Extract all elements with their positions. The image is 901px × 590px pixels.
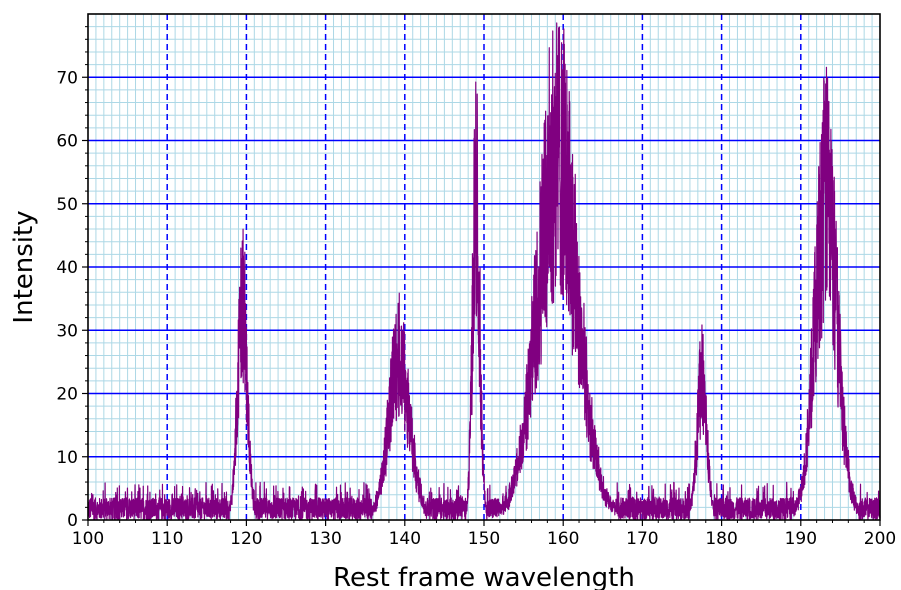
y-tick-label: 50 [56,195,78,215]
x-tick-label: 140 [389,529,421,549]
y-tick-label: 70 [56,68,78,88]
x-tick-label: 130 [309,529,341,549]
x-tick-label: 110 [151,529,183,549]
x-axis-title: Rest frame wavelength [333,563,635,590]
x-tick-label: 150 [468,529,500,549]
x-tick-label: 200 [864,529,896,549]
axis-ticks [82,26,881,526]
spectrum-series-line [87,22,881,521]
y-tick-label: 60 [56,132,78,152]
y-tick-label: 30 [56,321,78,341]
x-tick-label: 180 [705,529,737,549]
x-tick-label: 120 [230,529,262,549]
x-tick-label: 170 [626,529,658,549]
y-axis-title: Intensity [9,210,39,323]
x-axis-tick-labels: 100 110 120 130 140 150 160 170 180 190 200 [72,529,896,549]
major-grid [88,14,880,520]
x-tick-label: 190 [785,529,817,549]
y-tick-label: 20 [56,385,78,405]
y-tick-label: 10 [56,448,78,468]
x-tick-label: 100 [72,529,104,549]
x-tick-label: 160 [547,529,579,549]
y-tick-label: 0 [67,511,78,531]
y-tick-label: 40 [56,258,78,278]
y-axis-tick-labels: 0 10 20 30 40 50 60 70 [56,68,78,531]
